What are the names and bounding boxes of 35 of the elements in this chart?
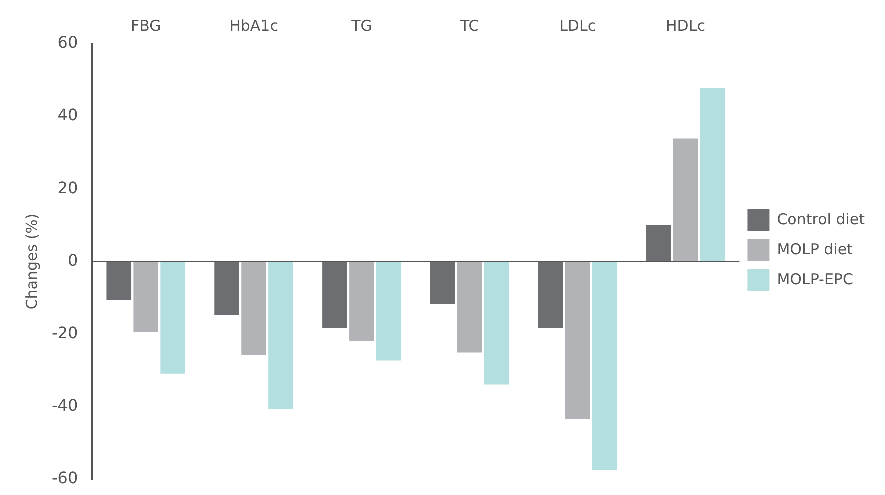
y-tick-label: -40 <box>52 396 78 415</box>
bar <box>700 88 726 262</box>
legend-label: MOLP diet <box>777 240 854 258</box>
bar <box>457 262 482 353</box>
x-tick-label: HDLc <box>666 16 706 35</box>
bar <box>160 262 186 374</box>
bar <box>106 262 132 301</box>
bar <box>376 262 402 361</box>
bar <box>268 262 294 410</box>
y-tick-label: -20 <box>52 323 78 342</box>
y-tick-label: -60 <box>52 468 78 488</box>
y-tick-label: 0 <box>68 250 78 270</box>
bar <box>646 225 672 262</box>
x-tick-label: TC <box>460 16 480 35</box>
bar <box>592 262 618 470</box>
x-tick-label: HbA1c <box>230 16 278 35</box>
legend-label: MOLP-EPC <box>777 270 854 288</box>
x-tick-label: FBG <box>130 16 162 35</box>
bar <box>214 262 240 316</box>
legend-label: Control diet <box>777 210 866 228</box>
y-tick-label: 60 <box>58 33 78 52</box>
bar <box>134 262 159 332</box>
y-axis-title: Changes (%) <box>22 214 41 310</box>
bar <box>673 138 698 262</box>
y-tick-label: 20 <box>58 178 78 198</box>
x-tick-label: TG <box>350 16 372 35</box>
bar <box>484 262 510 385</box>
bar <box>565 262 590 420</box>
bar <box>322 262 348 328</box>
y-tick-label: 40 <box>58 106 78 125</box>
bar <box>242 262 266 355</box>
bar <box>430 262 456 304</box>
bar <box>538 262 564 328</box>
x-tick-label: LDLc <box>560 16 596 35</box>
bar <box>350 262 374 342</box>
